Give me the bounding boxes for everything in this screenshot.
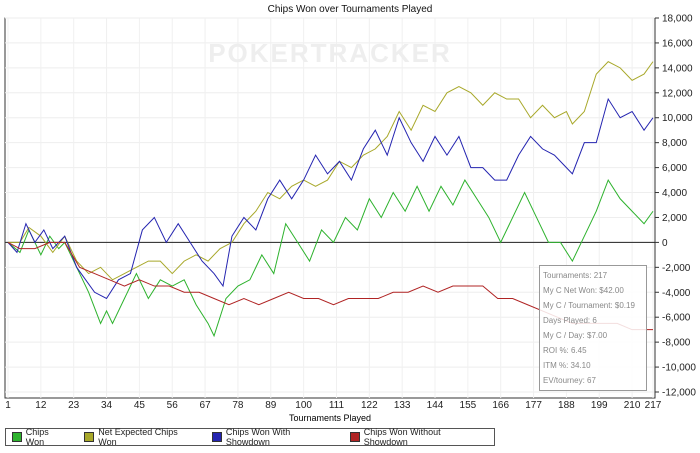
x-tick-label: 100 (295, 400, 312, 411)
x-tick-label: 34 (101, 400, 113, 411)
x-tick-label: 122 (361, 400, 378, 411)
x-tick-label: 1 (5, 400, 11, 411)
chart-title: Chips Won over Tournaments Played (267, 4, 433, 15)
x-tick-label: 133 (394, 400, 411, 411)
info-line: Days Played: 6 (543, 316, 597, 325)
y-tick-label: -8,000 (662, 338, 691, 349)
info-line: My C Net Won: $42.00 (543, 286, 624, 295)
legend-swatch (84, 432, 95, 442)
legend-swatch (349, 432, 360, 442)
y-tick-label: -6,000 (662, 313, 691, 324)
stats-info-box: Tournaments: 217 My C Net Won: $42.00 My C… (539, 265, 647, 391)
y-tick-label: 14,000 (662, 63, 693, 74)
y-tick-label: 18,000 (662, 14, 693, 25)
x-tick-label: 89 (265, 400, 277, 411)
y-tick-label: 0 (662, 238, 668, 249)
info-line: Tournaments: 217 (543, 271, 608, 280)
x-tick-label: 144 (427, 400, 444, 411)
legend-swatch (12, 432, 22, 442)
legend-item: Chips Won (12, 427, 68, 447)
series-line-net-expected-chips-won (8, 61, 654, 281)
x-tick-label: 155 (460, 400, 477, 411)
legend-item: Net Expected Chips Won (84, 427, 196, 447)
y-tick-label: 8,000 (662, 138, 687, 149)
legend-item: Chips Won Without Showdown (349, 427, 484, 447)
x-tick-label: 67 (200, 400, 212, 411)
legend: Chips Won Net Expected Chips Won Chips Won… (5, 427, 495, 447)
legend-swatch (212, 432, 222, 442)
info-line: ITM %: 34.10 (543, 361, 591, 370)
x-tick-label: 45 (134, 400, 146, 411)
y-tick-label: -4,000 (662, 288, 691, 299)
y-tick-label: -10,000 (662, 363, 696, 374)
series-line-chips-won-with-showdown (7, 97, 654, 300)
x-tick-label: 166 (492, 400, 509, 411)
y-tick-label: 2,000 (662, 213, 687, 224)
y-tick-label: 12,000 (662, 88, 693, 99)
info-line: ROI %: 6.45 (543, 346, 587, 355)
x-tick-label: 217 (645, 400, 662, 411)
legend-label: Net Expected Chips Won (98, 427, 178, 447)
x-tick-label: 210 (624, 400, 641, 411)
x-tick-label: 12 (35, 400, 47, 411)
series-line-chips-won (7, 178, 654, 338)
x-tick-label: 78 (232, 400, 244, 411)
info-line: EV/tourney: 67 (543, 376, 596, 385)
legend-label: Chips Won (25, 427, 49, 447)
y-tick-label: 4,000 (662, 188, 687, 199)
x-axis-label: Tournaments Played (288, 413, 372, 423)
info-line: My C / Tournament: $0.19 (543, 301, 635, 310)
legend-label: Chips Won With Showdown (225, 427, 291, 447)
x-tick-label: 177 (525, 400, 542, 411)
y-tick-label: 6,000 (662, 163, 687, 174)
y-tick-label: -12,000 (662, 388, 696, 399)
y-tick-label: -2,000 (662, 263, 691, 274)
legend-label: Chips Won Without Showdown (363, 427, 441, 447)
x-tick-label: 111 (329, 400, 345, 411)
x-tick-label: 23 (68, 400, 80, 411)
y-tick-label: 16,000 (662, 38, 693, 49)
pokertracker-watermark-logo: POKERTRACKER (208, 38, 452, 68)
legend-item: Chips Won With Showdown (212, 427, 334, 447)
x-tick-label: 56 (167, 400, 179, 411)
x-tick-label: 199 (591, 400, 608, 411)
x-tick-label: 188 (558, 400, 575, 411)
y-tick-label: 10,000 (662, 113, 693, 124)
info-line: My C / Day: $7.00 (543, 331, 608, 340)
